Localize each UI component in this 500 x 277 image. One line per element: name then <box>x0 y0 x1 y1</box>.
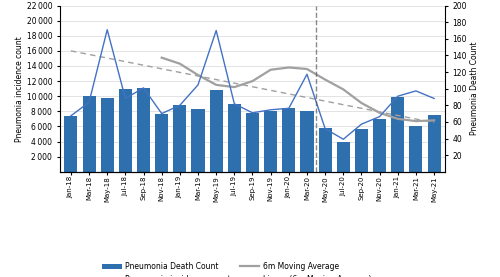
Bar <box>300 111 314 172</box>
Bar <box>192 109 204 172</box>
Bar <box>228 104 241 172</box>
Bar <box>410 126 422 172</box>
Y-axis label: Pneumonia Death Count: Pneumonia Death Count <box>470 42 479 135</box>
Bar <box>100 98 114 172</box>
Bar <box>246 113 259 172</box>
Bar <box>155 114 168 172</box>
Bar <box>428 115 440 172</box>
Bar <box>210 90 222 172</box>
Bar <box>337 142 350 172</box>
Bar <box>119 89 132 172</box>
Bar <box>64 116 78 172</box>
Y-axis label: Pneumonia incidence count: Pneumonia incidence count <box>15 36 24 142</box>
Bar <box>373 119 386 172</box>
Legend: Pneumonia Death Count, Pneumonia incidence count, 6m Moving Average, Linear (6m : Pneumonia Death Count, Pneumonia inciden… <box>102 262 372 277</box>
Bar <box>82 96 96 172</box>
Bar <box>264 111 277 172</box>
Bar <box>355 129 368 172</box>
Bar <box>174 105 186 172</box>
Bar <box>318 128 332 172</box>
Bar <box>137 88 150 172</box>
Bar <box>282 108 296 172</box>
Bar <box>391 97 404 172</box>
